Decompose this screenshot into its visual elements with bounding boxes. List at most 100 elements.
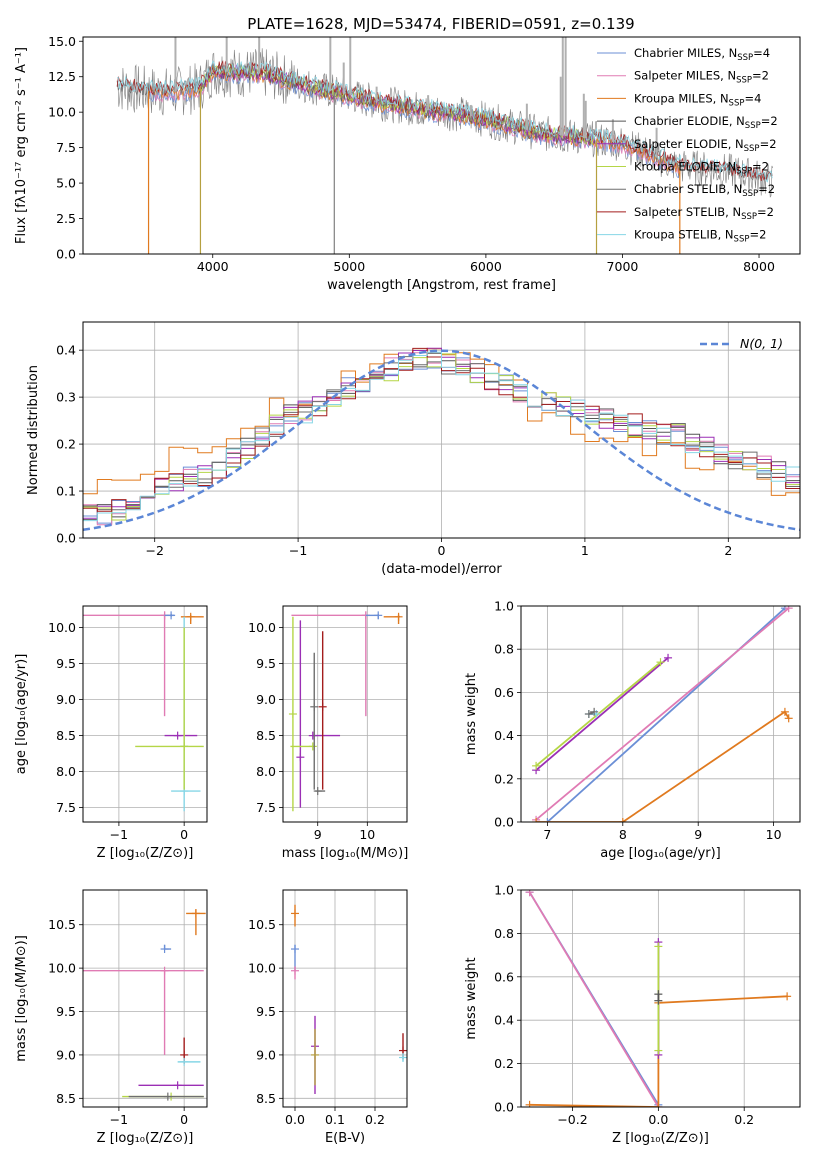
massweight_vs_Z-ytick-label: 0.8 bbox=[494, 926, 514, 941]
mass_vs_Z-axes: −1 0 8.5 9.0 9.5 10.0 10.5 Z [log₁₀(Z/Z⊙)] mass … bbox=[14, 890, 207, 1146]
massweight_vs_Z-ytick-label: 0.4 bbox=[494, 1013, 514, 1028]
legend-entry-label: N(0, 1) bbox=[740, 336, 783, 351]
spectrum-ytick-label: 2.5 bbox=[56, 211, 76, 226]
massweight_vs_age-xtick-label: 9 bbox=[694, 827, 702, 842]
mass_vs_Z-ytick-label: 9.5 bbox=[56, 1004, 76, 1019]
age_vs_mass-frame bbox=[282, 605, 408, 823]
massweight_vs_Z-ytick-label: 0.6 bbox=[494, 969, 514, 984]
massweight_vs_age-ytick-label: 0.2 bbox=[494, 771, 514, 786]
legend-entry-label: Salpeter STELIB, NSSP=2 bbox=[634, 205, 774, 222]
residuals-ytick-label: 0.0 bbox=[56, 531, 76, 546]
massweight_vs_age-ytick-label: 0.6 bbox=[494, 685, 514, 700]
massweight_vs_Z-xlabel: Z [log₁₀(Z/Z⊙)] bbox=[612, 1131, 709, 1146]
massweight_vs_Z-ytick-label: 0.2 bbox=[494, 1056, 514, 1071]
massweight_vs_Z-xtick-label: 0.0 bbox=[648, 1112, 668, 1127]
age_vs_Z-frame bbox=[82, 605, 208, 823]
age_vs_mass-ytick-label: 8.5 bbox=[256, 728, 276, 743]
spectrum-ylabel: Flux [fλ10⁻¹⁷ erg cm⁻² s⁻¹ A⁻¹] bbox=[14, 47, 29, 244]
age_vs_Z-ytick-label: 10.0 bbox=[48, 620, 76, 635]
spectrum-xtick-label: 8000 bbox=[743, 259, 775, 274]
mass_vs_ebv-ytick-label: 10.5 bbox=[248, 917, 276, 932]
age_vs_Z-xtick-label: 0 bbox=[180, 827, 188, 842]
massweight_vs_Z-ytick-label: 1.0 bbox=[494, 883, 514, 898]
age_vs_mass-xtick-label: 10 bbox=[359, 827, 375, 842]
age_vs_Z-ytick-label: 8.5 bbox=[56, 728, 76, 743]
residuals-xtick-label: 2 bbox=[724, 543, 732, 558]
residuals-frame bbox=[82, 321, 801, 539]
legend-entry-label: Chabrier MILES, NSSP=4 bbox=[634, 46, 770, 63]
mass_vs_Z-ytick-label: 8.5 bbox=[56, 1091, 76, 1106]
residuals-ytick-label: 0.4 bbox=[56, 343, 76, 358]
mass_vs_Z-xtick-label: 0 bbox=[180, 1112, 188, 1127]
massweight_vs_age-ytick-label: 0.4 bbox=[494, 728, 514, 743]
residuals-plot-area bbox=[83, 347, 800, 538]
spectrum-ytick-label: 7.5 bbox=[56, 140, 76, 155]
spectrum-xtick-label: 5000 bbox=[333, 259, 365, 274]
legend-entry-label: Kroupa STELIB, NSSP=2 bbox=[634, 228, 766, 245]
age_vs_mass-ytick-label: 9.5 bbox=[256, 656, 276, 671]
legend-entry-label: Salpeter MILES, NSSP=2 bbox=[634, 69, 769, 86]
mass_vs_ebv-ytick-label: 8.5 bbox=[256, 1091, 276, 1106]
normal-distribution-curve bbox=[83, 349, 800, 532]
mass-weight-series-line bbox=[528, 891, 660, 1107]
age_vs_Z-ytick-label: 8.0 bbox=[56, 764, 76, 779]
massweight_vs_age-ytick-label: 0.8 bbox=[494, 642, 514, 657]
age_vs_mass-ytick-label: 7.5 bbox=[256, 800, 276, 815]
mass_vs_Z-plot-area bbox=[83, 909, 206, 1101]
mass_vs_Z-ytick-label: 10.5 bbox=[48, 917, 76, 932]
spectrum-xtick-label: 6000 bbox=[470, 259, 502, 274]
age_vs_Z-ytick-label: 9.5 bbox=[56, 656, 76, 671]
mass_vs_Z-frame bbox=[82, 889, 208, 1108]
spectrum-plot-area bbox=[116, 37, 773, 254]
massweight_vs_Z-ytick-label: 0.0 bbox=[494, 1100, 514, 1115]
mass_vs_Z-xtick-label: −1 bbox=[110, 1112, 128, 1127]
spectrum-axes: 4000 5000 6000 7000 8000 0.0 2.5 5.0 7.5 10.0 12.5… bbox=[14, 34, 775, 293]
figure-title: PLATE=1628, MJD=53474, FIBERID=0591, z=0… bbox=[247, 15, 634, 33]
massweight_vs_Z-xtick-label: −0.2 bbox=[557, 1112, 587, 1127]
age_vs_Z-ytick-label: 7.5 bbox=[56, 800, 76, 815]
massweight_vs_age-plot-area bbox=[532, 606, 793, 822]
mass_vs_Z-ytick-label: 9.0 bbox=[56, 1047, 76, 1062]
mass_vs_ebv-xtick-label: 0.0 bbox=[285, 1112, 305, 1127]
mass_vs_ebv-xtick-label: 0.1 bbox=[325, 1112, 345, 1127]
residuals-xtick-label: −1 bbox=[289, 543, 307, 558]
age_vs_Z-xtick-label: −1 bbox=[110, 827, 128, 842]
mass_vs_ebv-ytick-label: 9.0 bbox=[256, 1047, 276, 1062]
spectrum-ytick-label: 0.0 bbox=[56, 247, 76, 262]
mass-weight-series-line bbox=[536, 710, 790, 822]
legend-entry-label: Kroupa ELODIE, NSSP=2 bbox=[634, 160, 769, 177]
age_vs_mass-axes: 9 10 7.5 8.0 8.5 9.0 9.5 10.0 mass [log₁₀(M/M⊙)] bbox=[248, 606, 408, 861]
spectrum-ytick-label: 5.0 bbox=[56, 176, 76, 191]
age_vs_Z-ytick-label: 9.0 bbox=[56, 692, 76, 707]
spectrum-xtick-label: 7000 bbox=[607, 259, 639, 274]
mass-weight-series-line bbox=[535, 657, 669, 771]
spectrum-ytick-label: 12.5 bbox=[48, 69, 76, 84]
massweight_vs_Z-plot-area bbox=[525, 890, 792, 1107]
massweight_vs_age-xtick-label: 8 bbox=[619, 827, 627, 842]
massweight_vs_age-ytick-label: 1.0 bbox=[494, 599, 514, 614]
age_vs_mass-ytick-label: 8.0 bbox=[256, 764, 276, 779]
age_vs_mass-xtick-label: 9 bbox=[314, 827, 322, 842]
legend-entry-label: Chabrier ELODIE, NSSP=2 bbox=[634, 114, 778, 131]
massweight_vs_Z-frame bbox=[520, 889, 801, 1108]
spectrum-xlabel: wavelength [Angstrom, rest frame] bbox=[327, 278, 556, 293]
spectrum-xtick-label: 4000 bbox=[197, 259, 229, 274]
massweight_vs_age-xtick-label: 7 bbox=[543, 827, 551, 842]
massweight_vs_age-ytick-label: 0.0 bbox=[494, 815, 514, 830]
residuals-xtick-label: 0 bbox=[438, 543, 446, 558]
mass_vs_Z-ylabel: mass [log₁₀(M/M⊙)] bbox=[14, 935, 29, 1062]
age_vs_mass-xlabel: mass [log₁₀(M/M⊙)] bbox=[282, 846, 409, 861]
massweight_vs_age-frame bbox=[520, 605, 801, 823]
massweight_vs_age-ylabel: mass weight bbox=[464, 673, 479, 755]
mass_vs_ebv-plot-area bbox=[291, 904, 407, 1094]
spectrum-ytick-label: 15.0 bbox=[48, 34, 76, 49]
residuals-ytick-label: 0.3 bbox=[56, 390, 76, 405]
age_vs_Z-xlabel: Z [log₁₀(Z/Z⊙)] bbox=[97, 846, 194, 861]
massweight_vs_Z-ylabel: mass weight bbox=[464, 957, 479, 1039]
mass_vs_ebv-ytick-label: 10.0 bbox=[248, 961, 276, 976]
residuals-xtick-label: −2 bbox=[145, 543, 163, 558]
mass_vs_ebv-xtick-label: 0.2 bbox=[365, 1112, 385, 1127]
residuals-ytick-label: 0.2 bbox=[56, 437, 76, 452]
